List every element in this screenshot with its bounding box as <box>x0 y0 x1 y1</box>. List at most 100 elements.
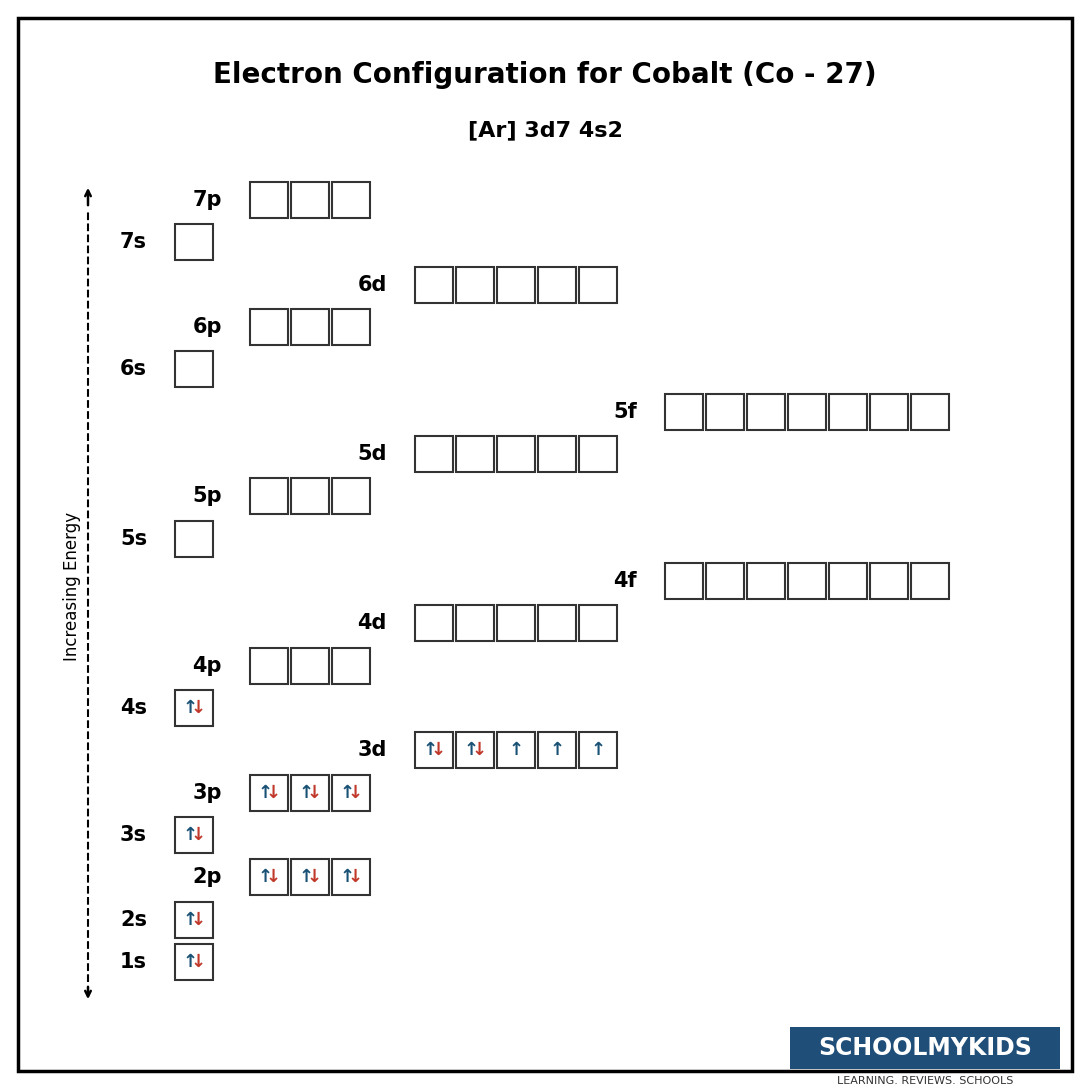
Bar <box>175 521 213 556</box>
Bar <box>291 648 329 684</box>
Bar <box>538 436 576 472</box>
Bar <box>579 436 617 472</box>
Bar <box>291 478 329 514</box>
Bar <box>291 182 329 218</box>
Text: ↑: ↑ <box>182 699 197 717</box>
Bar <box>415 732 453 769</box>
Text: 5s: 5s <box>120 528 147 549</box>
Bar <box>747 563 785 599</box>
Bar <box>538 605 576 641</box>
Text: ↑: ↑ <box>508 742 523 759</box>
Bar <box>456 267 494 303</box>
Bar <box>415 436 453 472</box>
Bar <box>665 563 703 599</box>
Text: 2p: 2p <box>193 867 222 888</box>
Bar <box>456 732 494 769</box>
Text: ↑: ↑ <box>339 784 354 802</box>
Bar <box>250 309 288 345</box>
Text: ↓: ↓ <box>472 742 486 759</box>
Text: Electron Configuration for Cobalt (Co - 27): Electron Configuration for Cobalt (Co - … <box>214 61 876 89</box>
Bar <box>538 732 576 769</box>
Bar <box>332 774 370 810</box>
Text: [Ar] 3d7 4s2: [Ar] 3d7 4s2 <box>468 120 622 140</box>
Bar <box>332 859 370 895</box>
Bar <box>579 732 617 769</box>
Bar <box>747 393 785 430</box>
Text: 4p: 4p <box>193 656 222 675</box>
Text: ↑: ↑ <box>257 784 272 802</box>
Text: 3d: 3d <box>358 741 387 760</box>
Bar <box>706 393 744 430</box>
Text: ↓: ↓ <box>306 868 322 886</box>
Text: ↓: ↓ <box>348 784 363 802</box>
Text: ↓: ↓ <box>266 868 280 886</box>
Bar <box>175 902 213 938</box>
Bar <box>829 563 867 599</box>
Bar <box>250 859 288 895</box>
Text: ↓: ↓ <box>191 825 206 844</box>
Bar <box>332 182 370 218</box>
Bar <box>538 267 576 303</box>
Bar <box>332 309 370 345</box>
Bar <box>415 267 453 303</box>
Bar <box>250 648 288 684</box>
Text: ↓: ↓ <box>431 742 446 759</box>
Bar <box>332 478 370 514</box>
Bar <box>291 859 329 895</box>
Text: ↑: ↑ <box>182 953 197 971</box>
Text: ↑: ↑ <box>299 868 314 886</box>
Bar <box>175 352 213 388</box>
Bar <box>870 563 908 599</box>
Text: 1s: 1s <box>120 952 147 972</box>
Bar <box>829 393 867 430</box>
Text: ↑: ↑ <box>591 742 606 759</box>
Text: ↑: ↑ <box>299 784 314 802</box>
Text: ↓: ↓ <box>266 784 280 802</box>
Bar <box>579 605 617 641</box>
Bar <box>790 1027 1059 1069</box>
Text: SCHOOLMYKIDS: SCHOOLMYKIDS <box>819 1036 1032 1060</box>
Text: 3s: 3s <box>120 825 147 845</box>
Bar <box>456 605 494 641</box>
Bar <box>175 817 213 853</box>
Text: ↓: ↓ <box>191 910 206 929</box>
Text: ↑: ↑ <box>463 742 479 759</box>
Bar <box>497 436 535 472</box>
Text: 6s: 6s <box>120 359 147 379</box>
Text: Increasing Energy: Increasing Energy <box>63 512 81 661</box>
Bar <box>332 648 370 684</box>
Text: ↓: ↓ <box>306 784 322 802</box>
Bar <box>291 309 329 345</box>
Bar <box>175 224 213 260</box>
Text: LEARNING. REVIEWS. SCHOOLS: LEARNING. REVIEWS. SCHOOLS <box>837 1076 1014 1086</box>
Bar <box>497 732 535 769</box>
Bar <box>911 393 949 430</box>
Text: ↑: ↑ <box>182 910 197 929</box>
Text: 3p: 3p <box>193 783 222 803</box>
Bar <box>456 436 494 472</box>
Bar <box>665 393 703 430</box>
Text: 5p: 5p <box>192 487 222 506</box>
Bar <box>250 774 288 810</box>
Bar <box>497 605 535 641</box>
Bar <box>870 393 908 430</box>
Text: 7p: 7p <box>193 189 222 210</box>
Bar <box>250 182 288 218</box>
Text: ↑: ↑ <box>257 868 272 886</box>
Text: 4d: 4d <box>358 613 387 634</box>
Bar <box>706 563 744 599</box>
Text: ↑: ↑ <box>549 742 565 759</box>
Bar <box>579 267 617 303</box>
Text: 6p: 6p <box>193 317 222 337</box>
Text: ↑: ↑ <box>423 742 437 759</box>
Bar <box>788 393 826 430</box>
Bar <box>497 267 535 303</box>
Text: ↑: ↑ <box>339 868 354 886</box>
Text: 6d: 6d <box>358 274 387 295</box>
Text: ↓: ↓ <box>348 868 363 886</box>
Text: 4f: 4f <box>614 571 637 591</box>
Text: 5d: 5d <box>358 444 387 464</box>
Text: 5f: 5f <box>614 402 637 421</box>
Text: 4s: 4s <box>120 698 147 718</box>
Text: 7s: 7s <box>120 232 147 253</box>
